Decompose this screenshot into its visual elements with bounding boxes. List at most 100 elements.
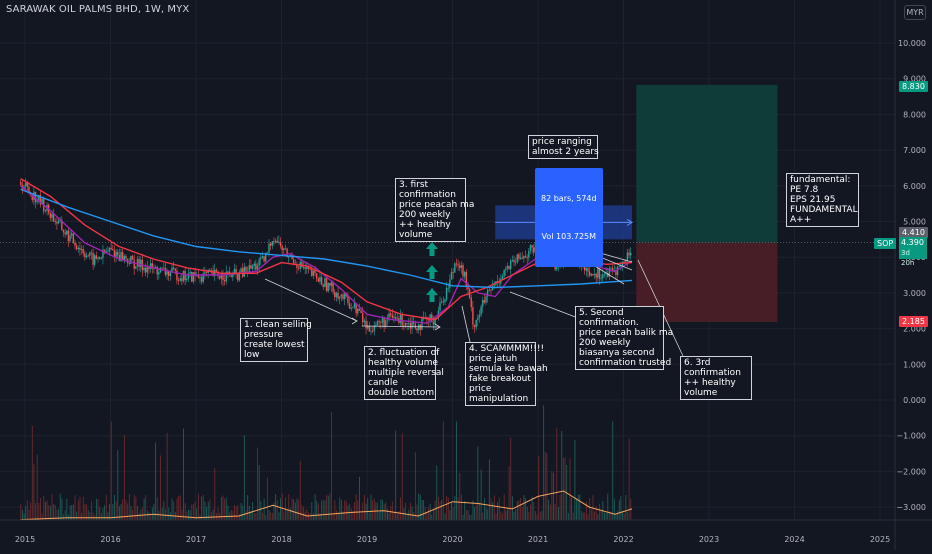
- candle-body: [477, 317, 479, 320]
- annotation-3[interactable]: 3. first confirmation price peacah ma 20…: [395, 178, 474, 242]
- volume-bar: [266, 477, 268, 520]
- candle-body: [276, 240, 278, 243]
- candle-body: [363, 320, 366, 323]
- volume-bar: [166, 432, 168, 520]
- candle-body: [488, 289, 491, 291]
- candle-body: [179, 278, 181, 281]
- candle-body: [237, 273, 239, 281]
- candle-body: [112, 249, 114, 250]
- volume-bar: [211, 512, 212, 520]
- candle-body: [123, 256, 126, 261]
- volume-bar: [151, 507, 153, 520]
- volume-bar: [533, 502, 535, 520]
- candle-body: [113, 249, 116, 257]
- candle-body: [274, 240, 277, 242]
- volume-bar: [507, 508, 508, 520]
- candle-body: [493, 284, 495, 287]
- y-tick-label: −3.000: [896, 503, 926, 512]
- volume-bar: [21, 509, 23, 520]
- candle-body: [440, 301, 443, 303]
- volume-bar: [145, 495, 147, 520]
- volume-bar: [79, 496, 81, 520]
- volume-bar: [344, 500, 346, 520]
- annotation-1[interactable]: 1. clean selling pressure create lowest …: [240, 318, 312, 362]
- up-arrow-icon: [426, 242, 438, 256]
- candle-body: [77, 247, 79, 250]
- candle-body: [44, 210, 47, 212]
- candle-body: [288, 256, 290, 258]
- annotation-ranging[interactable]: price ranging almost 2 years: [528, 135, 599, 159]
- date-range-arrowhead: [626, 218, 634, 226]
- volume-bar: [600, 509, 602, 520]
- volume-bar: [474, 506, 476, 520]
- date-range-volume: Vol 103.725M: [541, 232, 597, 241]
- candle-body: [284, 248, 287, 250]
- candle-body: [454, 263, 456, 273]
- volume-bar: [447, 497, 449, 520]
- up-arrow-icon: [426, 288, 438, 302]
- annotation-5[interactable]: 5. Second confirmation. price pecah bali…: [575, 306, 673, 370]
- volume-bar: [449, 510, 451, 520]
- volume-bar: [30, 502, 32, 520]
- volume-bar: [518, 500, 520, 520]
- volume-bar: [350, 508, 352, 520]
- candle-body: [505, 268, 507, 271]
- y-tick-label: −1.000: [896, 432, 926, 441]
- volume-bar: [553, 472, 554, 520]
- candle-body: [251, 265, 254, 269]
- volume-bar: [618, 500, 620, 520]
- candle-body: [357, 308, 359, 314]
- annotation-4[interactable]: 4. SCAMMMM!!!! price jatuh semula ke baw…: [465, 342, 548, 406]
- volume-bar: [202, 494, 204, 520]
- annotation-2[interactable]: 2. fluctuation of healthy volume multipl…: [364, 346, 444, 400]
- volume-bar: [306, 508, 308, 520]
- price-axis[interactable]: 10.0009.0008.0007.0006.0005.0004.0003.00…: [894, 0, 926, 550]
- volume-bar: [153, 504, 155, 520]
- volume-bar: [214, 468, 216, 520]
- volume-bar: [398, 511, 400, 520]
- volume-bar: [194, 501, 196, 520]
- candle-body: [450, 272, 453, 280]
- candle-body: [292, 259, 295, 265]
- candle-body: [57, 220, 60, 224]
- volume-bar: [410, 503, 411, 520]
- candle-body: [486, 289, 489, 297]
- volume-bar: [608, 510, 610, 520]
- candle-body: [598, 268, 601, 279]
- currency-badge[interactable]: MYR: [904, 5, 926, 20]
- candle-body: [381, 317, 384, 323]
- candle-body: [516, 254, 518, 263]
- time-axis[interactable]: 2015 2016 2017 2018 2019 2020 2021 2022 2023 2024…: [0, 519, 932, 544]
- symbol-title: SARAWAK OIL PALMS BHD, 1W, MYX: [6, 4, 190, 15]
- volume-bar: [581, 510, 582, 520]
- candle-body: [306, 267, 308, 269]
- annotation-fundamental[interactable]: fundamental: PE 7.8 EPS 21.95 FUNDAMENTA…: [786, 173, 859, 227]
- candle-body: [592, 273, 594, 276]
- candle-body: [130, 256, 132, 264]
- volume-bar: [143, 498, 145, 520]
- candle-body: [66, 230, 68, 235]
- candle-body: [593, 273, 596, 276]
- volume-bar: [541, 510, 543, 520]
- candle-body: [396, 318, 398, 320]
- trend-arrowhead: [351, 317, 358, 325]
- candle-body: [529, 245, 532, 252]
- volume-bar: [401, 433, 403, 520]
- volume-bar: [339, 497, 341, 520]
- volume-bar: [20, 504, 22, 520]
- candle-body: [140, 259, 142, 267]
- candle-body: [623, 261, 625, 263]
- candle-body: [412, 322, 415, 324]
- candle-body: [365, 320, 367, 329]
- volume-bar: [424, 507, 426, 520]
- candle-body: [263, 256, 265, 262]
- volume-bar: [433, 509, 434, 520]
- annotation-6[interactable]: 6. 3rd confirmation ++ healthy volume: [680, 356, 752, 400]
- candle-body: [498, 282, 500, 284]
- candle-body: [314, 270, 316, 274]
- volume-bar: [201, 496, 203, 520]
- volume-bar: [574, 439, 576, 520]
- volume-bar: [336, 510, 337, 520]
